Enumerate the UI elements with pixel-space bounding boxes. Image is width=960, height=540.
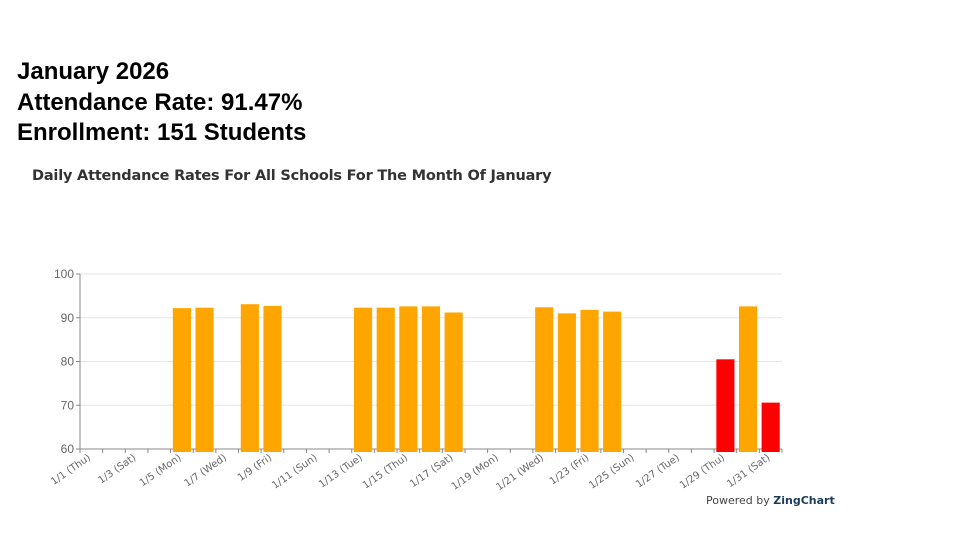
x-tick-label: 1/17 (Sat) — [408, 452, 455, 490]
x-tick-label: 1/19 (Mon) — [450, 452, 501, 492]
x-tick-label: 1/29 (Thu) — [678, 452, 727, 491]
x-tick-label: 1/1 (Thu) — [49, 452, 93, 487]
y-tick-label: 90 — [61, 311, 75, 325]
bar — [354, 307, 373, 452]
x-tick-label: 1/15 (Thu) — [361, 452, 410, 491]
bar — [399, 306, 418, 452]
bar — [603, 311, 622, 452]
bar — [738, 306, 758, 452]
attendance-rate: Attendance Rate: 91.47% — [17, 88, 303, 116]
bar — [580, 309, 599, 452]
x-tick-label: 1/21 (Wed) — [494, 452, 546, 493]
month-title: January 2026 — [17, 58, 170, 85]
bar — [263, 305, 282, 452]
chart-title: Daily Attendance Rates For All Schools F… — [32, 168, 552, 184]
zingchart-brand[interactable]: ZingChart — [773, 494, 835, 507]
x-tick-label: 1/3 (Sat) — [96, 452, 138, 486]
x-tick-label: 1/5 (Mon) — [138, 452, 184, 489]
x-tick-label: 1/13 (Tue) — [317, 452, 365, 490]
summary-header: January 2026 Attendance Rate: 91.47% Enr… — [17, 57, 306, 149]
y-tick-label: 80 — [61, 355, 75, 369]
bar — [172, 308, 191, 452]
bar — [421, 306, 441, 452]
x-tick-label: 1/25 (Sun) — [587, 452, 636, 491]
bar — [761, 402, 780, 452]
x-tick-label: 1/31 (Sat) — [725, 452, 772, 490]
enrollment-count: Enrollment: 151 Students — [17, 119, 307, 146]
y-tick-label: 100 — [54, 267, 74, 281]
y-tick-label: 60 — [61, 442, 75, 456]
bar — [376, 307, 395, 452]
bar — [444, 312, 463, 452]
bar — [716, 359, 735, 452]
x-tick-label: 1/7 (Wed) — [183, 452, 229, 489]
x-tick-label: 1/9 (Fri) — [236, 452, 274, 483]
bar — [195, 307, 214, 452]
powered-by-credit[interactable]: Powered by ZingChart — [706, 494, 835, 507]
y-tick-label: 70 — [61, 398, 75, 412]
bar — [240, 304, 259, 452]
x-tick-label: 1/11 (Sun) — [270, 452, 319, 491]
bar — [535, 307, 554, 452]
x-tick-label: 1/23 (Fri) — [548, 452, 592, 487]
bar — [557, 313, 576, 452]
powered-by-prefix: Powered by — [706, 494, 770, 507]
x-tick-label: 1/27 (Tue) — [634, 452, 682, 490]
